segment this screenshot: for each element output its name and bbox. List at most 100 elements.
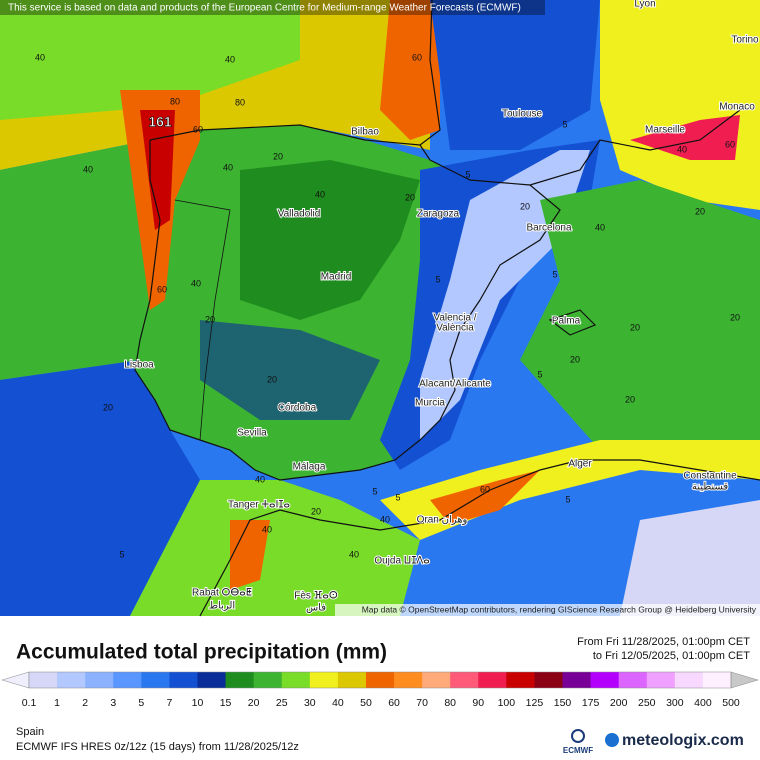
field-biscay — [380, 0, 440, 140]
brand: meteologix.com — [622, 732, 744, 749]
contour-label: 5 — [435, 274, 440, 284]
city-label: Oran وهران — [417, 515, 468, 526]
contour-label: 5 — [537, 369, 542, 379]
colorbar-label: 150 — [554, 697, 572, 709]
model-info: ECMWF IFS HRES 0z/12z (15 days) from 11/… — [16, 741, 299, 753]
field-south — [200, 320, 380, 420]
city-label: Córdoba — [278, 403, 317, 414]
map-credit: Map data © OpenStreetMap contributors, r… — [362, 604, 757, 614]
colorbar-swatch — [281, 672, 311, 688]
city-label: Oujda ⵡⵊⴷⴰ — [374, 556, 429, 567]
city-label: Alger — [568, 459, 592, 470]
contour-label: 20 — [311, 506, 321, 516]
border-portugal — [174, 199, 231, 441]
period-from: From Fri 11/28/2025, 01:00pm CET — [577, 636, 750, 648]
contour-label: 20 — [273, 151, 283, 161]
city-label: València — [436, 323, 474, 334]
field-balearic — [520, 180, 760, 460]
colorbar-label: 70 — [416, 697, 428, 709]
colorbar-swatch — [197, 672, 227, 688]
city-label: Fès ⴼⴰⵙ — [294, 591, 338, 602]
colorbar-swatch — [702, 672, 732, 688]
contour-label: 80 — [170, 96, 180, 106]
colorbar-swatch — [562, 672, 592, 688]
colorbar-swatch — [113, 672, 142, 688]
city-label: Valladolid — [278, 209, 321, 220]
contour-label: 5 — [565, 494, 570, 504]
city-label: Bilbao — [351, 127, 379, 138]
city-label: Monaco — [719, 102, 755, 113]
city-label: Palma — [552, 316, 581, 327]
contour-label: 40 — [225, 54, 235, 64]
city-label: Torino — [731, 35, 759, 46]
colorbar-label: 175 — [582, 697, 600, 709]
contour-label: 40 — [380, 514, 390, 524]
period-to: to Fri 12/05/2025, 01:00pm CET — [593, 650, 750, 662]
colorbar-swatch — [478, 672, 507, 688]
city-label: Valencia / — [433, 313, 476, 324]
colorbar-label: 200 — [610, 697, 628, 709]
contour-label: 60 — [157, 284, 167, 294]
contour-label: 40 — [315, 189, 325, 199]
contour-label: 20 — [695, 206, 705, 216]
field-w-ocean — [0, 140, 160, 380]
colorbar-label: 0.1 — [22, 697, 37, 709]
field-france — [430, 0, 600, 150]
colorbar-label: 500 — [722, 697, 740, 709]
city-label: Málaga — [293, 462, 326, 473]
field-morocco — [130, 480, 420, 616]
colorbar-above — [730, 671, 759, 689]
attribution: This service is based on data and produc… — [8, 3, 521, 14]
field-sw-ocean — [0, 360, 200, 616]
precip-map — [0, 0, 760, 617]
border-pyrenees — [419, 144, 431, 161]
city-label: Lyon — [634, 0, 655, 10]
contour-label: 20 — [730, 312, 740, 322]
ecmwf-icon — [571, 729, 585, 743]
colorbar-swatch — [394, 672, 423, 688]
city-label: Lisboa — [124, 360, 154, 371]
colorbar-label: 125 — [526, 697, 544, 709]
coast-north — [149, 0, 441, 146]
contour-label: 40 — [35, 52, 45, 62]
attribution-bg — [0, 0, 545, 15]
coast-france — [529, 109, 741, 186]
colorbar-label: 1 — [54, 697, 60, 709]
city-label: Marseille — [645, 125, 685, 136]
colorbar-swatch — [422, 672, 451, 688]
city-label: Constantine — [683, 471, 737, 482]
city-label: Sevilla — [237, 428, 267, 439]
region: Spain — [16, 726, 44, 738]
contour-label: 40 — [595, 222, 605, 232]
colorbar-label: 7 — [166, 697, 172, 709]
colorbar-swatch — [29, 672, 58, 688]
colorbar-label: 15 — [220, 697, 232, 709]
contour-label: 40 — [83, 164, 93, 174]
contour-label: 60 — [725, 139, 735, 149]
contour-label: 20 — [267, 374, 277, 384]
contour-labels: 40 40 60 80 80 60 40 20 40 40 20 60 40 20 20 5 5 20 20 20 5 5… — [35, 52, 740, 559]
colorbar-label: 2 — [82, 697, 88, 709]
contour-label: 40 — [349, 549, 359, 559]
colorbar-swatch — [309, 672, 339, 688]
city-label: Alacant/Alicante — [419, 379, 491, 390]
colorbar: 0.1 1 2 3 5 7 10 15 20 25 30 40 50 60 70 80 90 100 125 150 1… — [1, 671, 759, 709]
colorbar-swatch — [225, 672, 255, 688]
contour-label: 5 — [465, 169, 470, 179]
colorbar-label: 90 — [472, 697, 484, 709]
city-label: فاس — [306, 603, 326, 614]
colorbar-label: 250 — [638, 697, 656, 709]
colorbar-label: 60 — [388, 697, 400, 709]
coast-iberia — [134, 140, 561, 481]
colorbar-swatch — [169, 672, 198, 688]
colorbar-label: 30 — [304, 697, 316, 709]
credit-bg — [335, 604, 760, 616]
coast-mallorca — [548, 309, 597, 336]
contour-label: 60 — [480, 484, 490, 494]
title: Accumulated total precipitation (mm) — [16, 641, 387, 664]
contour-label: 20 — [520, 201, 530, 211]
contour-label: 20 — [103, 402, 113, 412]
contour-label: 40 — [255, 474, 265, 484]
